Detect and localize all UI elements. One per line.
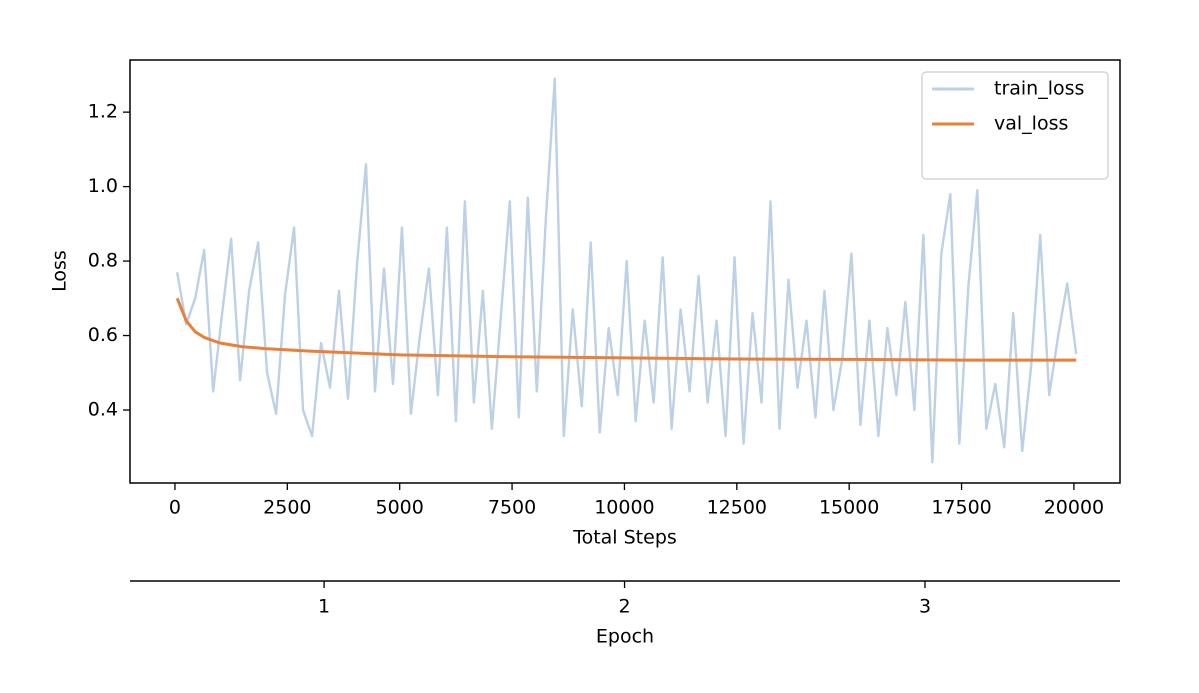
x-axis-label: Total Steps xyxy=(572,527,677,549)
x2-tick-label: 2 xyxy=(619,596,631,618)
x2-tick-label: 1 xyxy=(318,596,330,618)
x-tick-label: 2500 xyxy=(263,497,311,519)
x-tick-label: 7500 xyxy=(488,497,536,519)
line-train-loss xyxy=(176,77,1078,464)
x2-tick-label: 3 xyxy=(919,596,931,618)
x-tick-label: 20000 xyxy=(1044,497,1104,519)
x-tick-label: 10000 xyxy=(594,497,654,519)
y-tick-label: 0.4 xyxy=(88,399,118,421)
y-tick-label: 1.2 xyxy=(88,101,118,123)
line-val-loss xyxy=(175,297,1077,362)
x-tick-label: 0 xyxy=(169,497,181,519)
x-tick-label: 12500 xyxy=(707,497,767,519)
x-tick-label: 15000 xyxy=(819,497,879,519)
y-axis-label: Loss xyxy=(49,250,71,292)
y-tick-label: 0.8 xyxy=(88,250,118,272)
x-tick-label: 17500 xyxy=(931,497,991,519)
x2-axis-label: Epoch xyxy=(596,626,654,648)
y-tick-label: 1.0 xyxy=(88,175,118,197)
legend-label: train_loss xyxy=(994,78,1084,100)
legend-box xyxy=(921,71,1109,180)
x-tick-label: 5000 xyxy=(376,497,424,519)
legend-label: val_loss xyxy=(994,113,1068,135)
y-tick-label: 0.6 xyxy=(88,324,118,346)
